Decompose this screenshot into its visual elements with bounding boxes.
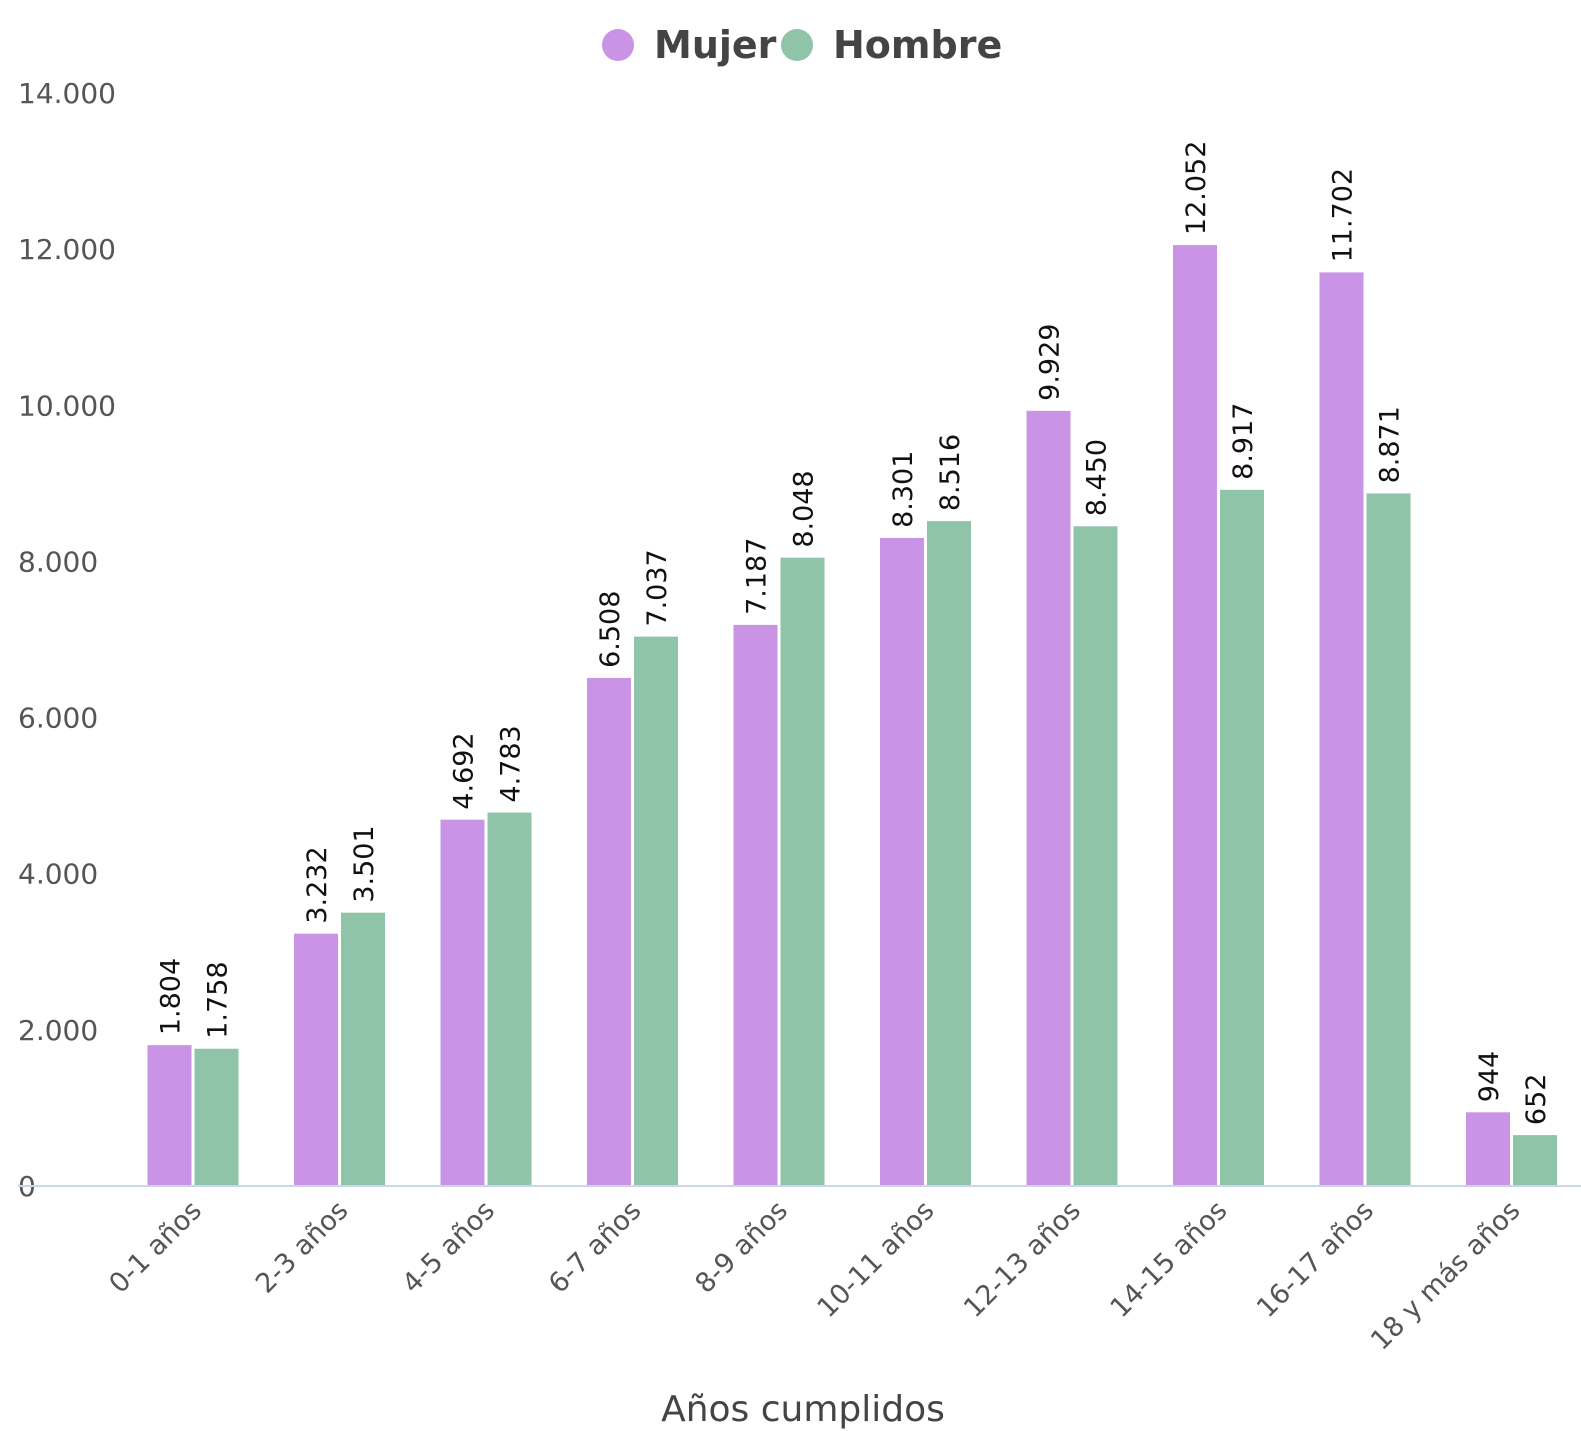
legend-label-hombre: Hombre	[833, 23, 1002, 67]
data-label-mujer: 8.301	[888, 451, 919, 528]
bar-hombre[interactable]	[341, 912, 385, 1186]
data-label-hombre: 8.871	[1375, 406, 1406, 483]
bar-mujer[interactable]	[1466, 1112, 1510, 1186]
data-label-hombre: 7.037	[642, 549, 673, 626]
bar-mujer[interactable]	[440, 819, 485, 1186]
bar-mujer[interactable]	[733, 624, 778, 1186]
bar-hombre[interactable]	[780, 557, 825, 1186]
legend: Mujer Hombre	[602, 23, 1002, 67]
x-tick-label: 18 y más años	[1365, 1195, 1526, 1356]
x-tick-label: 4-5 años	[396, 1195, 501, 1300]
bar-hombre[interactable]	[1220, 489, 1264, 1187]
data-label-hombre: 4.783	[496, 725, 527, 802]
x-tick-label: 10-11 años	[812, 1195, 941, 1324]
legend-marker-hombre	[781, 29, 813, 61]
data-label-mujer: 6.508	[595, 591, 626, 668]
legend-item-mujer[interactable]: Mujer	[602, 23, 777, 67]
bars	[147, 245, 1557, 1187]
data-label-mujer: 1.804	[156, 958, 187, 1035]
bar-mujer[interactable]	[587, 677, 631, 1186]
data-label-hombre: 8.516	[935, 434, 966, 511]
data-label-hombre: 8.917	[1228, 403, 1259, 480]
x-tick-label: 12-13 años	[958, 1195, 1087, 1324]
x-tick-label: 6-7 años	[543, 1195, 648, 1300]
bar-hombre[interactable]	[1513, 1135, 1557, 1186]
bar-hombre[interactable]	[487, 812, 532, 1186]
data-label-mujer: 3.232	[302, 846, 333, 923]
bar-hombre[interactable]	[194, 1048, 239, 1186]
x-tick-label: 8-9 años	[689, 1195, 794, 1300]
y-tick-label: 10.000	[18, 389, 116, 422]
y-tick-label: 2.000	[18, 1014, 98, 1047]
y-tick-label: 4.000	[18, 858, 98, 891]
x-axis-title: Años cumplidos	[661, 1389, 945, 1430]
data-label-mujer: 9.929	[1035, 324, 1066, 401]
bar-mujer[interactable]	[880, 537, 924, 1186]
bar-mujer[interactable]	[1173, 245, 1217, 1187]
x-tick-label: 14-15 años	[1105, 1195, 1234, 1324]
data-label-mujer: 4.692	[449, 732, 480, 809]
data-label-hombre: 8.450	[1082, 439, 1113, 516]
data-label-hombre: 1.758	[203, 961, 234, 1038]
bar-hombre[interactable]	[1073, 526, 1118, 1186]
data-label-hombre: 3.501	[349, 825, 380, 902]
data-label-hombre: 8.048	[789, 470, 820, 547]
x-tick-label: 16-17 años	[1251, 1195, 1380, 1324]
y-tick-label: 12.000	[18, 233, 116, 266]
x-tick-label: 0-1 años	[103, 1195, 208, 1300]
data-label-mujer: 944	[1474, 1051, 1505, 1103]
data-label-mujer: 11.702	[1328, 168, 1359, 262]
data-label-mujer: 7.187	[742, 538, 773, 615]
bar-hombre[interactable]	[927, 521, 971, 1186]
data-label-mujer: 12.052	[1181, 141, 1212, 235]
bar-mujer[interactable]	[147, 1045, 192, 1186]
bar-hombre[interactable]	[634, 636, 678, 1186]
y-tick-label: 6.000	[18, 702, 98, 735]
legend-label-mujer: Mujer	[654, 23, 777, 67]
y-tick-label: 14.000	[18, 77, 116, 110]
bar-mujer[interactable]	[294, 933, 338, 1186]
x-tick-label: 2-3 años	[250, 1195, 355, 1300]
legend-item-hombre[interactable]: Hombre	[781, 23, 1002, 67]
data-labels: 1.804 1.758 3.232 3.501 4.692 4.783 6.508 7.037…	[156, 141, 1553, 1125]
y-tick-label: 8.000	[18, 545, 98, 578]
bar-mujer[interactable]	[1319, 272, 1364, 1186]
x-axis: 0-1 años 2-3 años 4-5 años 6-7 años 8-9 años…	[103, 1195, 1526, 1356]
bar-mujer[interactable]	[1026, 410, 1071, 1186]
bar-hombre[interactable]	[1366, 493, 1411, 1186]
legend-marker-mujer	[602, 29, 634, 61]
data-label-hombre: 652	[1521, 1074, 1552, 1126]
